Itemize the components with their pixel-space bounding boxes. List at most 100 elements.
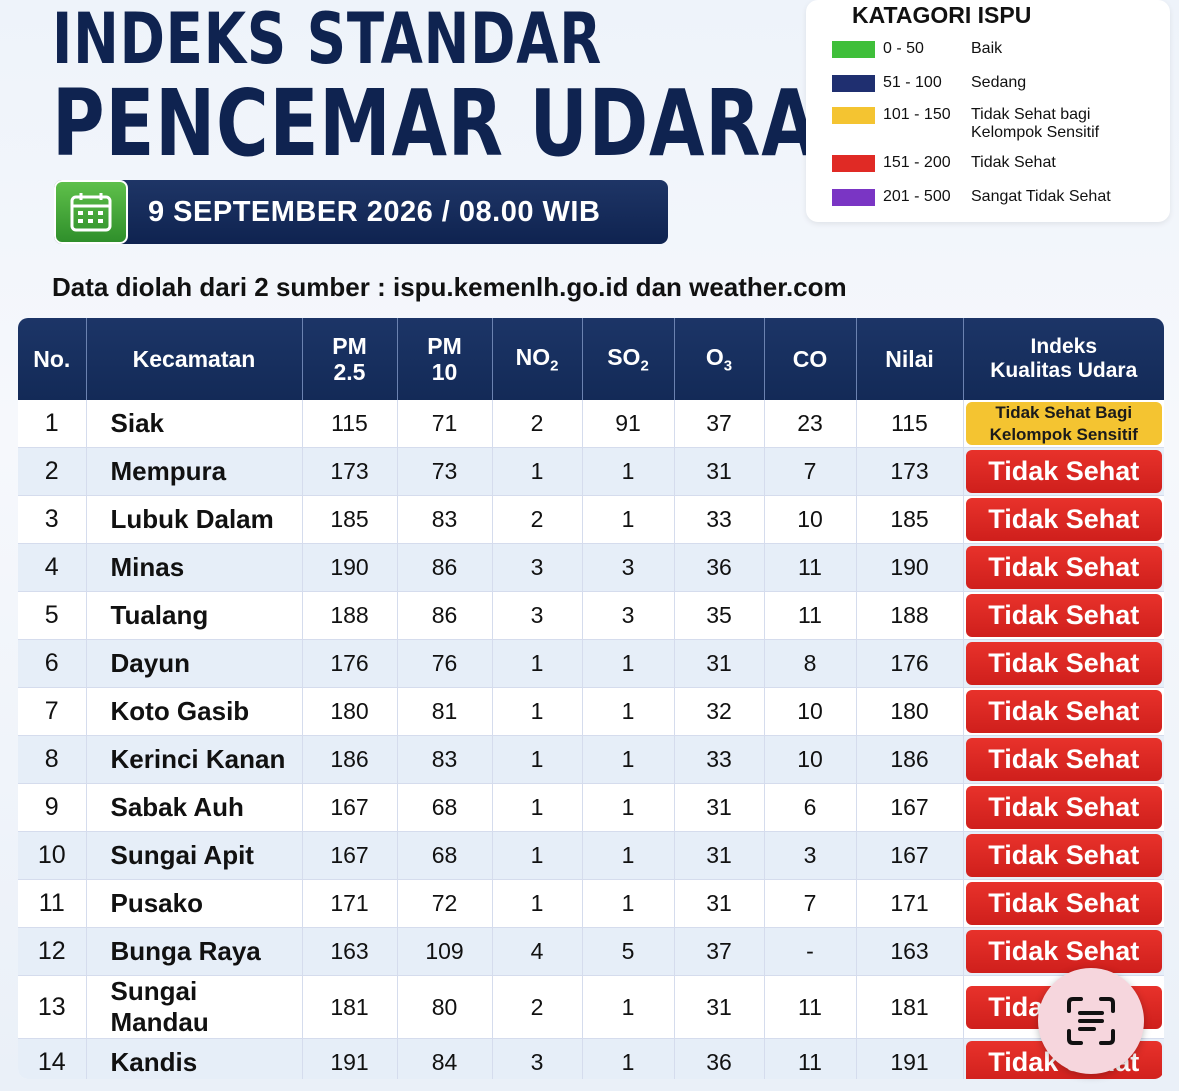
pm25-line1: PM <box>332 332 367 359</box>
legend-swatch <box>832 155 875 172</box>
source-prefix: Data diolah dari 2 sumber : <box>52 272 393 302</box>
legend-label-line1: Tidak Sehat bagi <box>971 106 1091 123</box>
row-so2: 1 <box>582 1038 675 1079</box>
row-no: 12 <box>18 927 87 977</box>
status-line2: Kelompok Sensitif <box>989 424 1138 444</box>
row-no2: 3 <box>492 1038 583 1079</box>
row-nilai: 191 <box>856 1038 964 1079</box>
row-o3: 33 <box>674 735 765 785</box>
col-header-no: No. <box>18 318 87 400</box>
row-kecamatan: Lubuk Dalam <box>86 495 303 545</box>
row-no2: 4 <box>492 927 583 977</box>
status-badge: Tidak Sehat <box>965 690 1162 734</box>
legend-label: Sedang <box>971 74 1027 91</box>
row-pm25: 115 <box>302 400 398 449</box>
legend-label-line2: Kelompok Sensitif <box>971 124 1100 141</box>
row-so2: 3 <box>582 591 675 641</box>
row-no2: 2 <box>492 495 583 545</box>
row-no2: 1 <box>492 687 583 737</box>
row-no: 13 <box>18 975 87 1040</box>
row-pm25: 181 <box>302 975 398 1040</box>
row-no2: 1 <box>492 879 583 929</box>
legend-swatch <box>832 189 875 206</box>
row-no: 9 <box>18 783 87 833</box>
legend-label: Tidak Sehat <box>971 154 1056 171</box>
row-co: 10 <box>764 495 857 545</box>
ispu-data-table: No. Kecamatan PM 2.5 PM 10 NO2 SO2 O3 CO N… <box>18 318 1164 1079</box>
status-badge: Tidak Sehat <box>965 450 1162 494</box>
row-pm10: 81 <box>397 687 493 737</box>
row-no: 6 <box>18 639 87 689</box>
row-no: 14 <box>18 1038 87 1079</box>
row-nilai: 185 <box>856 495 964 545</box>
row-kecamatan: Sabak Auh <box>86 783 303 833</box>
status-badge: Tidak Sehat Bagi Kelompok Sensitif <box>965 402 1162 446</box>
col-header-no2: NO2 <box>492 318 583 400</box>
row-status-cell: Tidak Sehat <box>963 591 1164 641</box>
row-nilai: 171 <box>856 879 964 929</box>
row-no: 11 <box>18 879 87 929</box>
row-status-cell: Tidak Sehat <box>963 495 1164 545</box>
row-kecamatan: Pusako <box>86 879 303 929</box>
status-badge: Tidak Sehat <box>965 642 1162 686</box>
row-so2: 1 <box>582 495 675 545</box>
status-badge: Tidak Sehat <box>965 594 1162 638</box>
row-o3: 31 <box>674 447 765 497</box>
status-badge: Tidak Sehat <box>965 498 1162 542</box>
row-pm10: 76 <box>397 639 493 689</box>
table-row: 11 Pusako 171 72 1 1 31 7 171 Tidak Sehat <box>18 879 1164 929</box>
legend-label: Baik <box>971 40 1003 57</box>
row-o3: 37 <box>674 927 765 977</box>
o3-label: O <box>705 343 724 370</box>
table-row: 5 Tualang 188 86 3 3 35 11 188 Tidak Sehat <box>18 591 1164 641</box>
row-kecamatan: Kerinci Kanan <box>86 735 303 785</box>
ispu-legend: KATAGORI ISPU 0 - 50 Baik 51 - 100 Sedan… <box>806 0 1170 222</box>
row-pm25: 191 <box>302 1038 398 1079</box>
row-so2: 1 <box>582 975 675 1040</box>
row-pm25: 173 <box>302 447 398 497</box>
pm10-line2: 10 <box>431 359 458 385</box>
row-kecamatan: Tualang <box>86 591 303 641</box>
no2-sub: 2 <box>550 357 559 375</box>
row-nilai: 190 <box>856 543 964 593</box>
col-header-nilai: Nilai <box>856 318 964 400</box>
legend-range: 0 - 50 <box>883 40 924 57</box>
row-no2: 1 <box>492 639 583 689</box>
col-header-pm25: PM 2.5 <box>302 318 398 400</box>
row-co: 11 <box>764 975 857 1040</box>
row-co: 8 <box>764 639 857 689</box>
row-pm10: 83 <box>397 495 493 545</box>
row-no: 3 <box>18 495 87 545</box>
no2-label: NO <box>515 343 551 370</box>
row-pm25: 163 <box>302 927 398 977</box>
col-header-o3: O3 <box>674 318 765 400</box>
row-pm10: 80 <box>397 975 493 1040</box>
row-pm25: 190 <box>302 543 398 593</box>
legend-swatch <box>832 41 875 58</box>
pm10-line1: PM <box>427 332 462 359</box>
row-kecamatan: Kandis <box>86 1038 303 1079</box>
table-row: 7 Koto Gasib 180 81 1 1 32 10 180 Tidak Sehat <box>18 687 1164 737</box>
row-kecamatan: Dayun <box>86 639 303 689</box>
row-co: 7 <box>764 879 857 929</box>
row-kecamatan: Mempura <box>86 447 303 497</box>
row-co: 11 <box>764 591 857 641</box>
status-badge: Tidak Sehat <box>965 786 1162 830</box>
row-pm10: 71 <box>397 400 493 449</box>
row-o3: 33 <box>674 495 765 545</box>
row-kecamatan: Siak <box>86 400 303 449</box>
row-o3: 36 <box>674 543 765 593</box>
legend-range: 151 - 200 <box>883 154 951 171</box>
row-co: 10 <box>764 687 857 737</box>
table-row: 9 Sabak Auh 167 68 1 1 31 6 167 Tidak Sehat <box>18 783 1164 833</box>
text-scan-button[interactable] <box>1038 968 1144 1074</box>
o3-sub: 3 <box>723 357 733 375</box>
row-o3: 35 <box>674 591 765 641</box>
indeks-line1: Indeks <box>1030 334 1098 358</box>
table-row: 2 Mempura 173 73 1 1 31 7 173 Tidak Sehat <box>18 447 1164 497</box>
status-badge: Tidak Sehat <box>965 930 1162 974</box>
title-line-1: INDEKS STANDAR <box>52 0 603 80</box>
row-so2: 1 <box>582 831 675 881</box>
